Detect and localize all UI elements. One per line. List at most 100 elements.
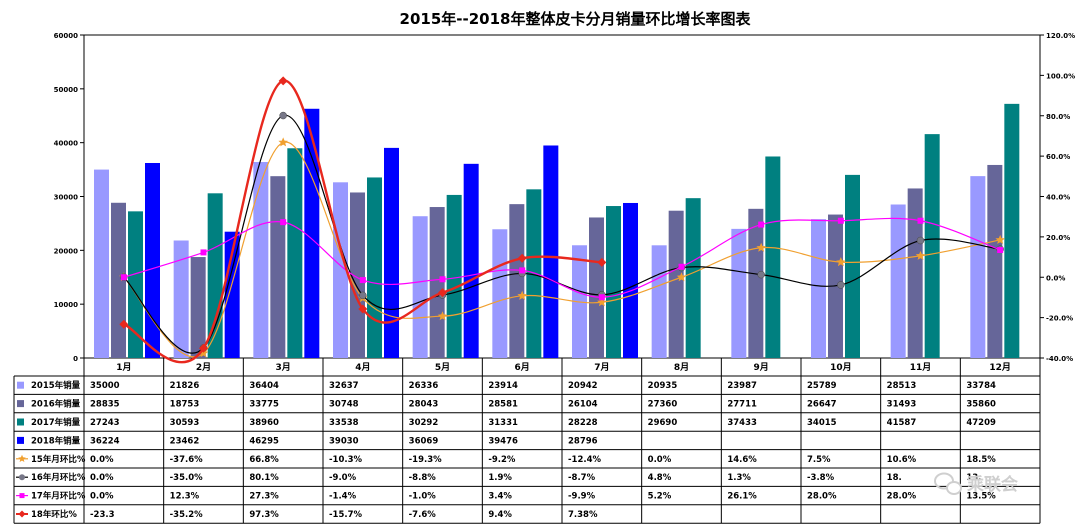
table-cell-6-6: 1.9%	[488, 473, 512, 483]
table-cell-2-5: 28043	[409, 400, 439, 410]
table-cell-4-6: 39476	[488, 436, 518, 446]
table-cell-6-8: 4.8%	[648, 473, 672, 483]
line-1-point-3	[278, 137, 288, 147]
table-cell-7-1: 0.0%	[90, 492, 114, 502]
bar-2-1	[111, 202, 126, 358]
table-cell-7-2: 12.3%	[170, 492, 200, 502]
line-3-point-1	[120, 274, 127, 281]
line-1-point-11	[915, 250, 926, 260]
y-right-tick-label: 40.0%	[1046, 194, 1070, 202]
line-3-point-5	[439, 276, 446, 283]
line-1-point-9	[756, 242, 766, 252]
table-cell-7-8: 5.2%	[648, 492, 672, 502]
bar-1-10	[811, 219, 826, 358]
table-cell-3-6: 31331	[488, 418, 518, 428]
line-1-point-5	[437, 311, 448, 321]
legend-key-4	[17, 436, 24, 444]
table-cell-1-11: 28513	[887, 381, 917, 391]
bar-4-5	[463, 163, 479, 358]
bar-3-4	[367, 177, 382, 358]
line-3-point-9	[758, 221, 765, 228]
line-2-point-4	[359, 291, 367, 300]
table-cell-6-4: -9.0%	[329, 473, 357, 483]
legend-key-3	[17, 418, 24, 426]
month-label-1: 1月	[116, 362, 131, 373]
line-1-point-12	[995, 234, 1005, 244]
table-cell-1-8: 20935	[648, 381, 678, 391]
bar-2-5	[429, 207, 445, 358]
table-cell-6-11: 18.	[887, 473, 902, 483]
table-cell-4-1: 36224	[90, 436, 120, 446]
bar-2-6	[509, 204, 525, 358]
y-right-tick-label: 80.0%	[1046, 113, 1070, 121]
table-cell-6-2: -35.0%	[170, 473, 203, 483]
bar-4-2	[224, 231, 240, 358]
line-4-point-5	[438, 288, 447, 298]
table-row-label-1: 2015年销量	[31, 380, 81, 391]
line-4-point-4	[358, 304, 368, 314]
table-row-label-7: 17年月环比%	[31, 491, 86, 502]
table-cell-7-10: 28.0%	[807, 492, 837, 502]
table-row-label-8: 18年环比%	[31, 509, 77, 520]
table-cell-8-3: 97.3%	[249, 510, 279, 520]
table-cell-8-2: -35.2%	[170, 510, 203, 520]
line-1-point-7	[597, 297, 607, 307]
bar-1-2	[173, 240, 189, 358]
bar-1-6	[492, 229, 508, 358]
table-cell-7-5: -1.0%	[409, 492, 437, 502]
line-3-point-7	[598, 294, 605, 301]
bar-4-4	[384, 147, 399, 358]
y-left-tick-label: 60000	[54, 32, 78, 40]
month-label-11: 11月	[910, 362, 932, 373]
month-label-9: 9月	[754, 362, 769, 373]
table-cell-7-11: 28.0%	[887, 492, 917, 502]
table-row-label-4: 2018年销量	[31, 435, 81, 446]
table-cell-8-4: -15.7%	[329, 510, 362, 520]
table-row-label-2: 2016年销量	[31, 399, 81, 410]
y-right-tick-label: -20.0%	[1046, 315, 1073, 323]
bar-1-3	[253, 162, 269, 358]
table-cell-1-1: 35000	[90, 381, 120, 391]
table-cell-5-3: 66.8%	[249, 455, 279, 465]
table-cell-8-5: -7.6%	[409, 510, 437, 520]
table-cell-5-8: 0.0%	[648, 455, 672, 465]
month-label-8: 8月	[674, 362, 689, 373]
line-2-point-3	[279, 111, 287, 120]
legend-key-2	[17, 400, 24, 408]
table-cell-6-1: 0.0%	[90, 473, 114, 483]
line-3-point-11	[917, 217, 924, 224]
table-cell-2-2: 18753	[170, 400, 200, 410]
line-2-point-10	[837, 281, 845, 289]
table-cell-5-5: -19.3%	[409, 455, 442, 465]
y-left-tick-label: 10000	[54, 301, 78, 309]
table-cell-7-7: -9.9%	[568, 492, 596, 502]
table-cell-7-3: 27.3%	[249, 492, 279, 502]
table-cell-3-2: 30593	[170, 418, 200, 428]
table-cell-3-5: 30292	[409, 418, 439, 428]
table-cell-3-7: 28228	[568, 418, 598, 428]
table-cell-4-2: 23462	[170, 436, 200, 446]
bar-1-9	[731, 228, 747, 358]
line-3-point-4	[359, 277, 366, 284]
table-cell-5-4: -10.3%	[329, 455, 362, 465]
table-cell-6-12: 13.	[966, 473, 981, 483]
table-cell-4-7: 28796	[568, 436, 598, 446]
table-cell-6-5: -8.8%	[409, 473, 437, 483]
table-row-label-3: 2017年销量	[31, 417, 81, 428]
table-cell-7-4: -1.4%	[329, 492, 357, 502]
month-label-7: 7月	[594, 362, 609, 373]
line-1-point-6	[517, 290, 527, 300]
line-3-point-8	[678, 263, 685, 270]
bar-3-11	[924, 134, 940, 358]
table-cell-5-7: -12.4%	[568, 455, 601, 465]
table-cell-3-4: 33538	[329, 418, 359, 428]
month-label-10: 10月	[830, 362, 852, 373]
line-4-point-2	[199, 343, 208, 353]
y-right-tick-label: 100.0%	[1046, 72, 1075, 80]
y-right-tick-label: 0.0%	[1046, 274, 1065, 282]
line-3-point-2	[200, 249, 207, 256]
month-label-2: 2月	[196, 362, 211, 373]
month-label-3: 3月	[276, 362, 291, 373]
table-cell-2-1: 28835	[90, 400, 120, 410]
watermark: 乘联会	[934, 472, 1018, 495]
